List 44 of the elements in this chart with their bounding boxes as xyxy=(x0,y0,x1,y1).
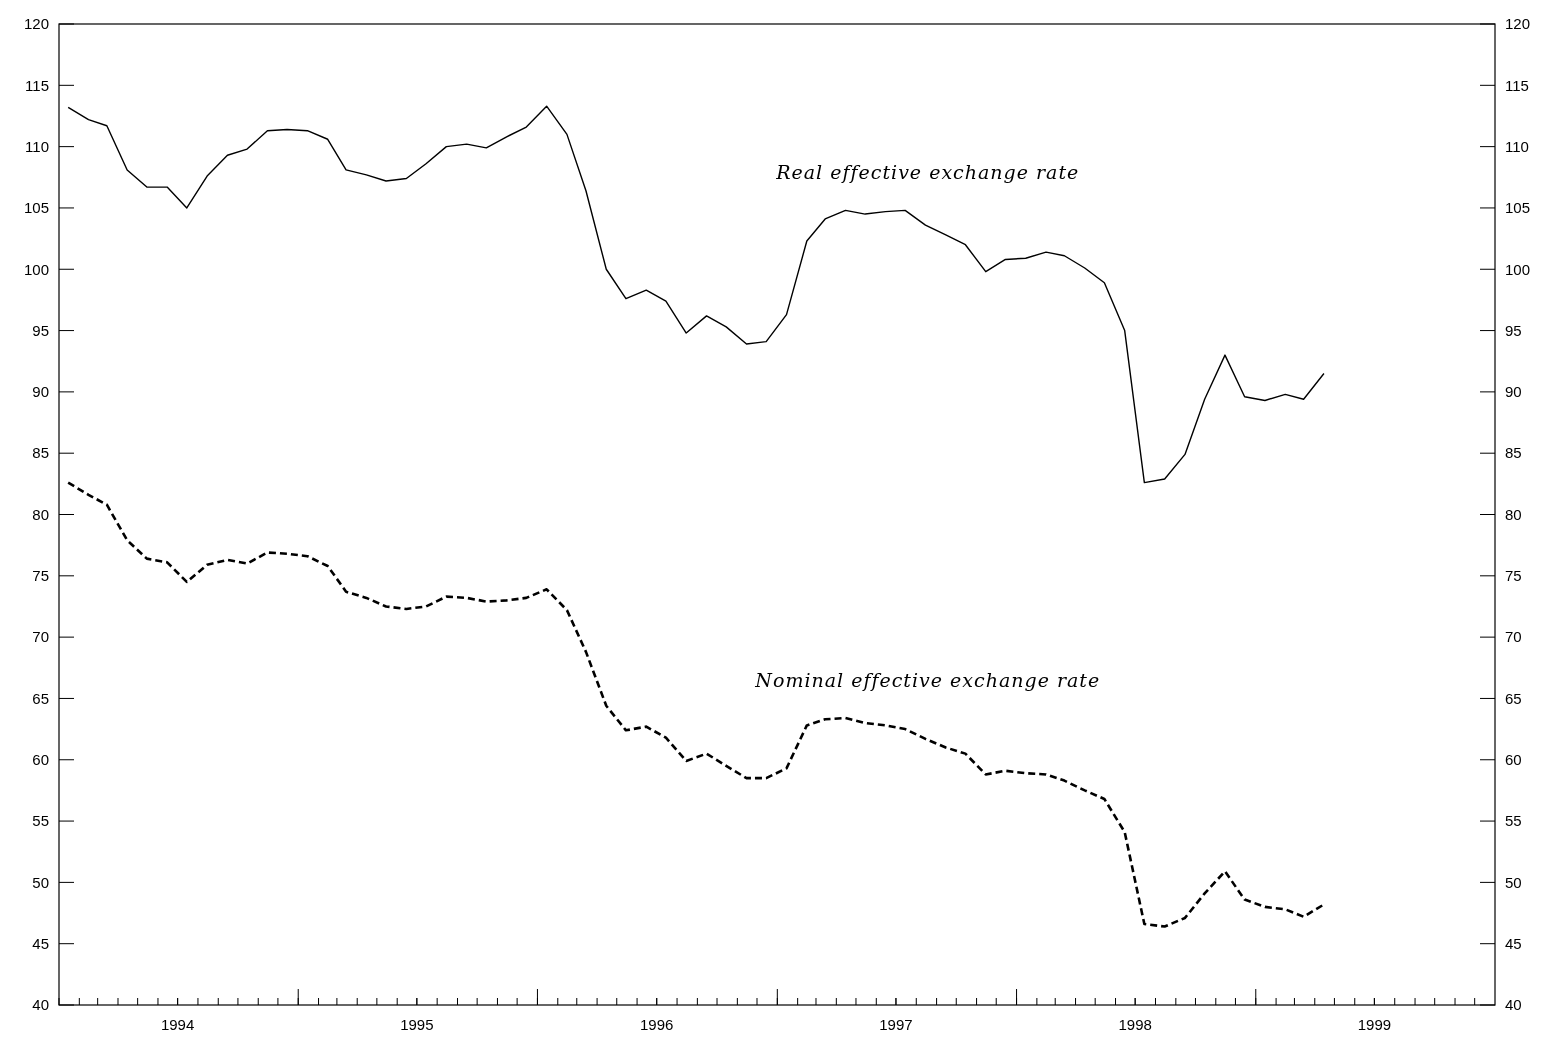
y2-tick-label: 85 xyxy=(1505,444,1522,462)
y2-tick-label: 80 xyxy=(1505,505,1522,523)
y-tick-label: 95 xyxy=(32,321,49,339)
text: Nominal effective exchange rate xyxy=(754,668,1101,691)
y-tick-label: 55 xyxy=(32,812,49,830)
y-tick-label: 65 xyxy=(32,689,49,707)
y-tick-label: 90 xyxy=(32,383,49,401)
y2-tick-label: 120 xyxy=(1505,15,1531,33)
y-tick-label: 80 xyxy=(32,505,49,523)
y-tick-label: 60 xyxy=(32,751,49,768)
x-tick-label: 1994 xyxy=(160,1016,195,1033)
x-tick-label: 1997 xyxy=(879,1016,913,1033)
x-tick-label: 1996 xyxy=(640,1016,674,1033)
line-series xyxy=(67,105,1325,484)
y-tick-label: 100 xyxy=(23,260,49,278)
y-tick-label: 105 xyxy=(23,199,49,217)
y-tick-label: 70 xyxy=(32,628,49,646)
text: Real effective exchange rate xyxy=(775,161,1080,184)
y-tick-label: 115 xyxy=(25,76,49,94)
y2-tick-label: 115 xyxy=(1505,76,1529,94)
y-tick-label: 50 xyxy=(32,873,49,891)
y2-tick-label: 55 xyxy=(1505,812,1522,830)
x-tick-label: 1999 xyxy=(1357,1016,1392,1033)
y2-tick-label: 105 xyxy=(1505,199,1531,217)
x-tick-label: 1995 xyxy=(400,1016,434,1033)
y2-tick-label: 70 xyxy=(1505,628,1522,646)
y2-tick-label: 95 xyxy=(1505,321,1522,339)
y2-tick-label: 100 xyxy=(1505,260,1531,278)
y-tick-label: 45 xyxy=(32,934,49,952)
y-tick-label: 120 xyxy=(23,15,49,33)
y2-tick-label: 40 xyxy=(1505,996,1522,1014)
y-tick-label: 40 xyxy=(32,996,49,1014)
y2-tick-label: 45 xyxy=(1505,934,1522,952)
y2-tick-label: 65 xyxy=(1505,689,1522,707)
y2-tick-label: 110 xyxy=(1505,137,1529,155)
x-tick-label: 1998 xyxy=(1118,1016,1152,1033)
line-series xyxy=(66,481,1326,928)
y-tick-label: 75 xyxy=(32,567,49,585)
y2-tick-label: 50 xyxy=(1505,873,1522,891)
y-tick-label: 85 xyxy=(32,444,49,462)
y-tick-label: 110 xyxy=(25,137,49,155)
y2-tick-label: 90 xyxy=(1505,383,1522,401)
y2-tick-label: 60 xyxy=(1505,751,1522,768)
y2-tick-label: 75 xyxy=(1505,567,1522,585)
